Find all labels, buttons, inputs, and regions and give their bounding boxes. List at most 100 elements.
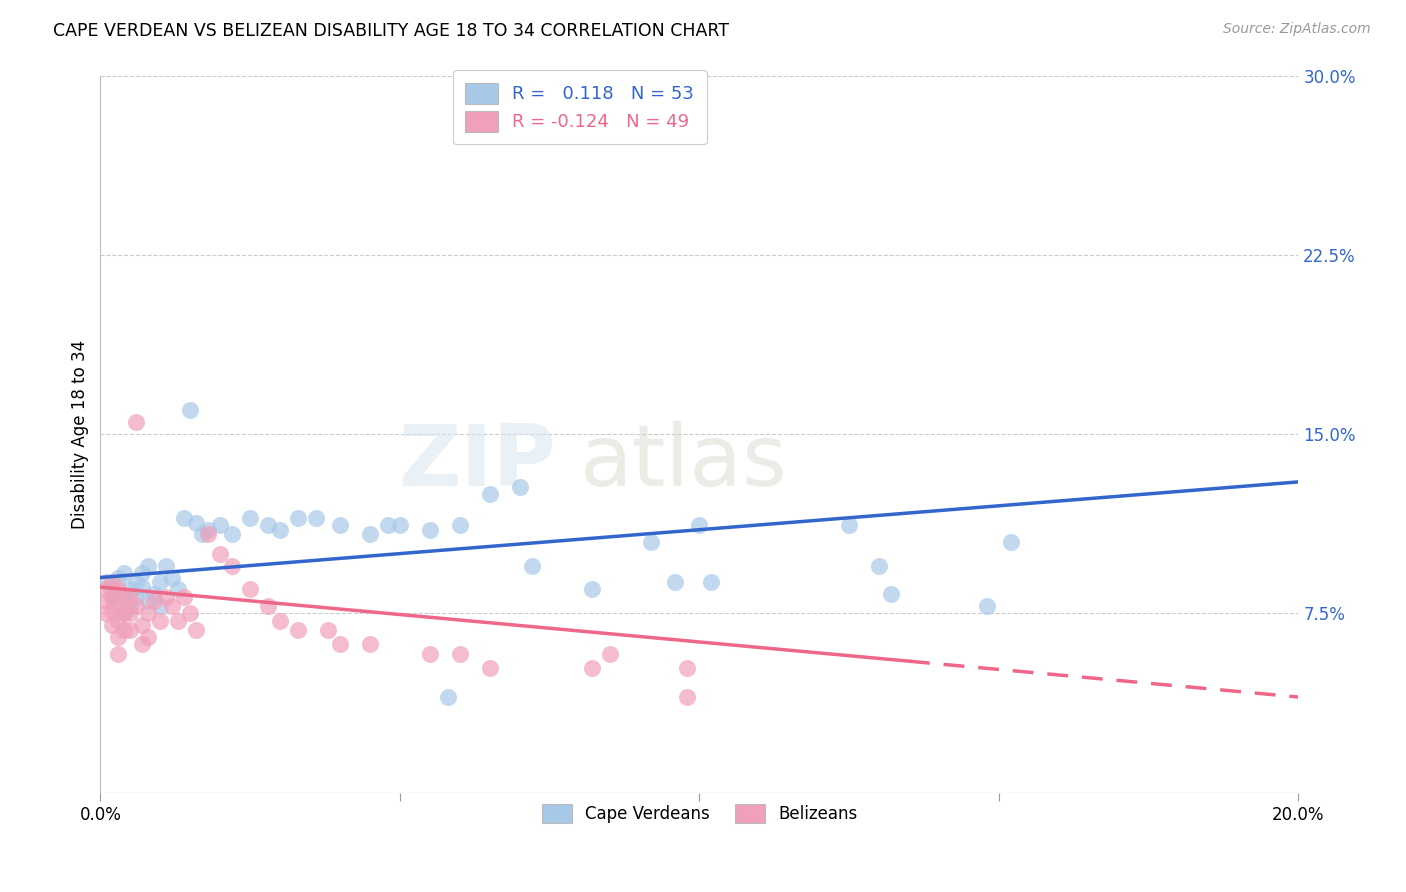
Point [101,582,124,597]
Point [700,575,723,590]
Text: atlas: atlas [579,421,787,504]
Point [478,661,501,675]
Point [478,487,501,501]
Point [107,582,129,597]
Point [359,637,381,651]
Point [112,623,135,637]
Point [160,599,183,614]
Point [107,630,129,644]
Point [120,582,142,597]
Point [120,607,142,621]
Point [173,590,195,604]
Point [143,587,166,601]
Point [197,523,219,537]
Point [186,623,208,637]
Point [167,614,190,628]
Point [112,607,135,621]
Point [160,570,183,584]
Point [125,599,148,614]
Point [676,661,699,675]
Point [131,637,153,651]
Point [136,630,159,644]
Point [868,558,890,573]
Point [305,510,328,524]
Point [316,623,339,637]
Point [120,590,142,604]
Point [239,582,262,597]
Point [101,604,124,618]
Point [120,623,142,637]
Point [96,594,118,608]
Point [155,558,177,573]
Point [239,510,262,524]
Point [520,558,543,573]
Point [131,566,153,580]
Point [287,510,309,524]
Point [509,480,531,494]
Point [125,575,148,590]
Point [581,661,603,675]
Point [131,618,153,632]
Point [136,558,159,573]
Point [197,527,219,541]
Point [101,575,124,590]
Point [209,517,232,532]
Text: ZIP: ZIP [398,421,555,504]
Point [112,590,135,604]
Point [191,527,214,541]
Point [125,415,148,429]
Point [143,594,166,608]
Point [436,690,458,704]
Point [257,517,280,532]
Point [107,599,129,614]
Point [880,587,903,601]
Point [209,547,232,561]
Point [419,647,441,661]
Point [419,523,441,537]
Point [581,582,603,597]
Point [101,590,124,604]
Point [377,517,399,532]
Point [664,575,686,590]
Point [112,566,135,580]
Point [329,517,352,532]
Point [155,590,177,604]
Point [112,607,135,621]
Point [269,614,291,628]
Point [107,614,129,628]
Point [120,599,142,614]
Point [96,575,118,590]
Point [179,607,201,621]
Point [107,647,129,661]
Point [149,599,172,614]
Y-axis label: Disability Age 18 to 34: Disability Age 18 to 34 [72,340,89,529]
Point [125,590,148,604]
Point [257,599,280,614]
Point [688,517,710,532]
Point [359,527,381,541]
Point [136,594,159,608]
Point [107,594,129,608]
Point [96,582,118,597]
Point [449,647,471,661]
Point [101,590,124,604]
Point [131,580,153,594]
Point [167,582,190,597]
Point [186,516,208,530]
Text: CAPE VERDEAN VS BELIZEAN DISABILITY AGE 18 TO 34 CORRELATION CHART: CAPE VERDEAN VS BELIZEAN DISABILITY AGE … [53,22,730,40]
Point [287,623,309,637]
Point [149,614,172,628]
Point [221,527,243,541]
Point [1000,534,1022,549]
Point [329,637,352,651]
Text: Source: ZipAtlas.com: Source: ZipAtlas.com [1223,22,1371,37]
Point [676,690,699,704]
Point [173,510,195,524]
Point [149,575,172,590]
Point [101,618,124,632]
Point [599,647,621,661]
Point [269,523,291,537]
Point [838,517,860,532]
Point [640,534,662,549]
Point [179,403,201,417]
